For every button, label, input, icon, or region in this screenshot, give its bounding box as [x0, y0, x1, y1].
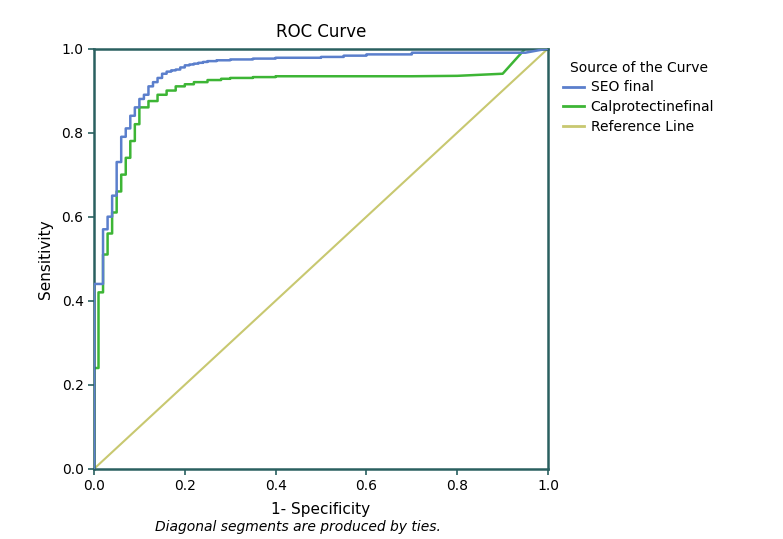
- Title: ROC Curve: ROC Curve: [276, 23, 366, 42]
- Y-axis label: Sensitivity: Sensitivity: [38, 219, 53, 299]
- X-axis label: 1- Specificity: 1- Specificity: [272, 502, 370, 517]
- Legend: SEO final, Calprotectinefinal, Reference Line: SEO final, Calprotectinefinal, Reference…: [563, 61, 714, 134]
- Text: Diagonal segments are produced by ties.: Diagonal segments are produced by ties.: [154, 520, 441, 534]
